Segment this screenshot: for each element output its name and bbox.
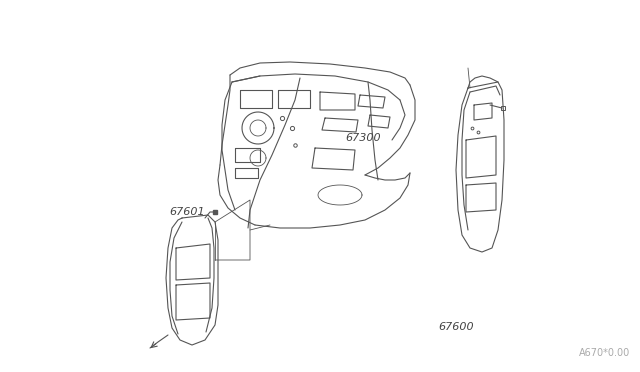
Text: 67600: 67600 [438,323,474,332]
Text: 67601: 67601 [170,207,205,217]
Text: A670*0.00: A670*0.00 [579,348,630,358]
Text: 67300: 67300 [346,133,381,142]
